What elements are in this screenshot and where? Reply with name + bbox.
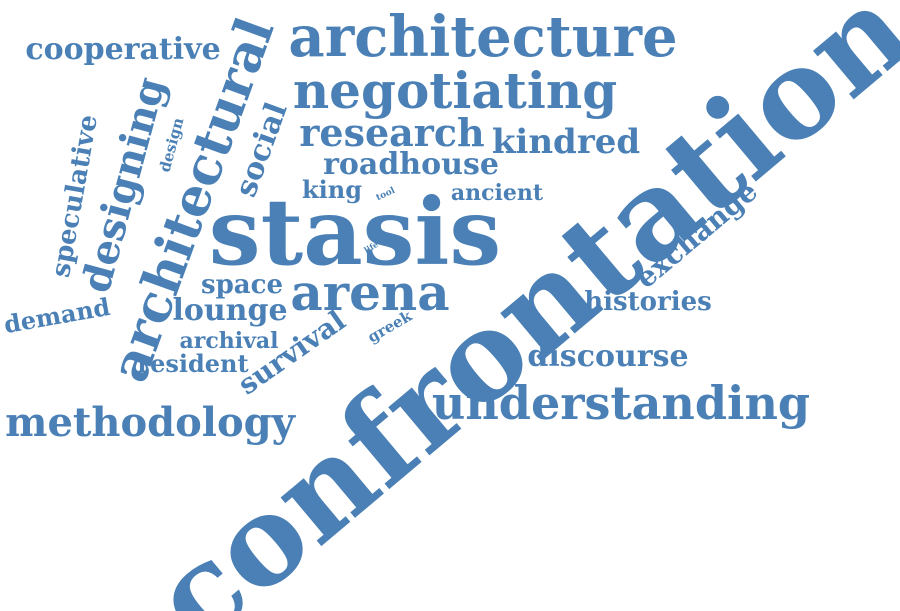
word-kindred: kindred [491, 122, 641, 162]
word-cooperative: cooperative [25, 32, 221, 67]
word-lounge: lounge [172, 293, 288, 328]
word-king: king [302, 175, 362, 204]
word-architecture: architecture [288, 4, 678, 70]
word-arena: arena [290, 263, 450, 322]
word-ancient: ancient [450, 180, 544, 206]
word-space: space [200, 270, 284, 300]
word-resident: resident [137, 349, 249, 378]
word-understanding: understanding [431, 376, 811, 430]
word-discourse: discourse [527, 339, 689, 374]
word-histories: histories [584, 287, 712, 317]
word-methodology: methodology [5, 399, 295, 446]
word-negotiating: negotiating [292, 61, 618, 120]
word-stasis: stasis [208, 178, 502, 286]
word-archival: archival [179, 328, 279, 354]
word-demand: demand [1, 291, 113, 340]
word-roadhouse: roadhouse [323, 147, 499, 182]
word-research: research [299, 110, 485, 155]
